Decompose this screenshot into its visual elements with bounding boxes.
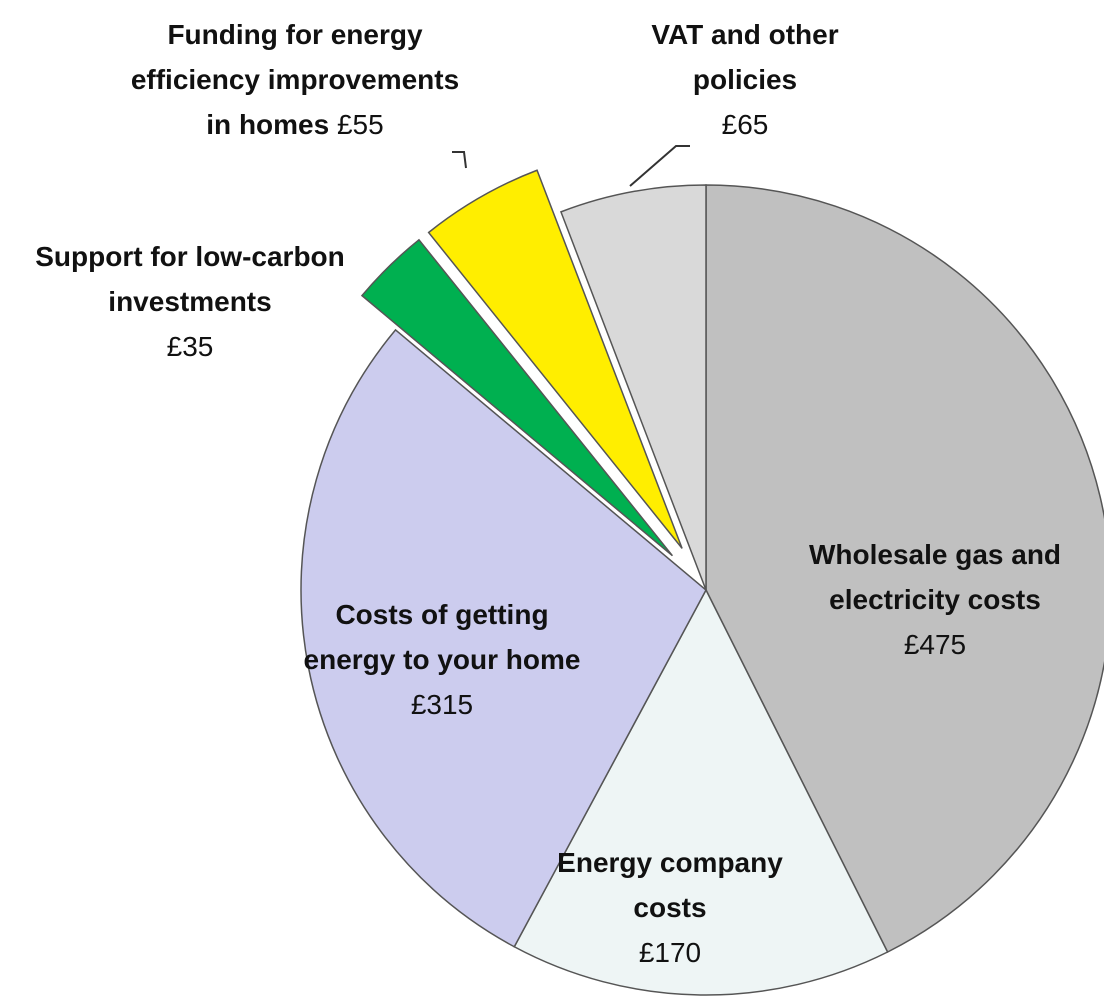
value-label: £170 [638,937,702,968]
category-label: VAT and other policies [651,19,839,95]
category-label: Wholesale gas and electricity costs [808,539,1062,615]
slice-label: Support for low-carbon investments £35 [10,234,370,369]
slice-label: Funding for energy efficiency improvemen… [120,12,470,147]
slice-label: Costs of getting energy to your home £315 [297,592,587,727]
category-label: Support for low-carbon investments [35,241,345,317]
category-label: Energy company costs [557,847,783,923]
value-label: £475 [903,629,967,660]
value-label: £35 [166,331,214,362]
pie-slice [513,588,889,996]
slice-label: Wholesale gas and electricity costs £475 [765,532,1104,667]
pie-slice [360,238,674,557]
category-label: Funding for energy efficiency improvemen… [130,19,460,140]
slice-label: VAT and other policies £65 [610,12,880,147]
category-label: Costs of getting energy to your home [303,599,581,675]
value-label: £65 [721,109,769,140]
pie-slice [300,328,707,948]
pie-slice [705,184,1104,954]
leader-line [629,145,690,187]
pie-slice [427,169,683,549]
slice-label: Energy company costs £170 [555,840,785,975]
pie-slice [559,184,707,591]
value-label: £55 [336,109,384,140]
leader-line [452,151,467,169]
value-label: £315 [410,689,474,720]
